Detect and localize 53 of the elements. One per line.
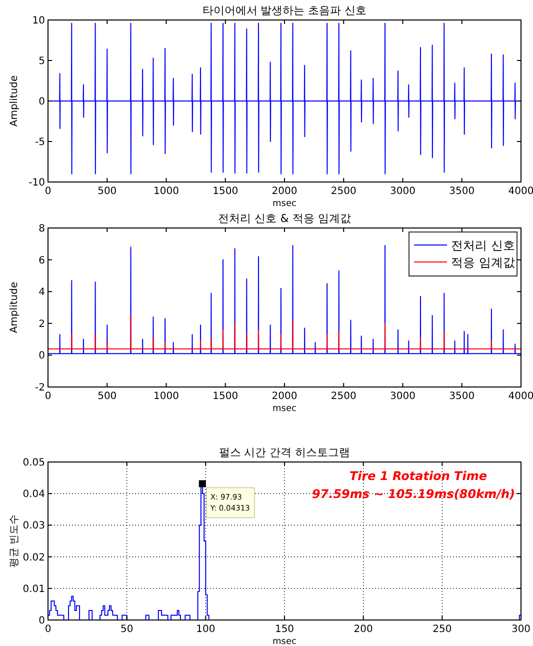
- chart-title: 전처리 신호 & 적응 임계값: [218, 212, 351, 225]
- chart-title: 펄스 시간 간격 히스토그램: [218, 446, 350, 459]
- y-tick-label: 0: [38, 96, 45, 108]
- y-tick-label: 0.01: [22, 584, 45, 595]
- x-tick-label: 2500: [330, 186, 356, 197]
- x-axis-title: msec: [272, 637, 297, 646]
- x-tick-label: 4000: [508, 186, 533, 197]
- y-tick-label: 0.03: [22, 520, 45, 532]
- annotation: 97.59ms ~ 105.19ms(80km/h): [312, 487, 515, 501]
- x-tick-label: 3000: [390, 186, 416, 197]
- y-tick-label: 8: [38, 224, 45, 234]
- y-tick-label: -2: [35, 382, 45, 394]
- x-tick-label: 1000: [154, 186, 179, 197]
- x-tick-label: 4000: [508, 391, 533, 402]
- y-tick-label: 0.02: [22, 552, 45, 564]
- x-tick-label: 3500: [449, 391, 475, 402]
- y-axis-title: Amplitude: [9, 75, 20, 127]
- y-tick-label: 0.05: [22, 458, 45, 468]
- chart-title: 타이어에서 발생하는 초음파 신호: [202, 4, 367, 17]
- x-tick-label: 150: [274, 624, 294, 635]
- x-tick-label: 2000: [272, 391, 298, 402]
- y-axis-title: Amplitude: [9, 282, 20, 334]
- y-tick-label: -5: [35, 137, 45, 148]
- x-axis-title: msec: [272, 199, 297, 209]
- y-tick-label: 2: [38, 318, 45, 330]
- x-axis-title: msec: [272, 404, 297, 414]
- x-tick-label: 1500: [212, 391, 238, 402]
- y-tick-label: 0: [38, 616, 45, 626]
- y-tick-label: 4: [38, 287, 45, 298]
- y-tick-label: 6: [38, 255, 45, 266]
- x-tick-label: 3500: [449, 186, 475, 197]
- x-tick-label: 500: [98, 391, 117, 402]
- x-tick-label: 1500: [212, 186, 238, 197]
- x-tick-label: 300: [511, 624, 531, 635]
- y-tick-label: 0: [38, 350, 45, 362]
- x-tick-label: 200: [354, 624, 373, 635]
- y-tick-label: 5: [38, 56, 45, 67]
- x-tick-label: 500: [98, 186, 117, 197]
- x-tick-label: 2500: [330, 391, 356, 402]
- y-axis-title: 평균 빈도수: [9, 514, 20, 568]
- x-tick-label: 50: [120, 624, 134, 635]
- x-tick-label: 1000: [154, 391, 179, 402]
- legend-label: 전처리 신호: [451, 238, 515, 252]
- x-tick-label: 3000: [390, 391, 416, 402]
- y-tick-label: -10: [28, 178, 45, 188]
- line-series: [48, 314, 521, 350]
- x-tick-label: 100: [196, 624, 216, 635]
- legend-label: 적응 임계값: [451, 256, 515, 270]
- x-tick-label: 2000: [272, 186, 298, 197]
- annotation: Tire 1 Rotation Time: [349, 469, 487, 483]
- y-tick-label: 10: [32, 16, 45, 26]
- y-tick-label: 0.04: [22, 489, 45, 500]
- x-tick-label: 250: [432, 624, 452, 635]
